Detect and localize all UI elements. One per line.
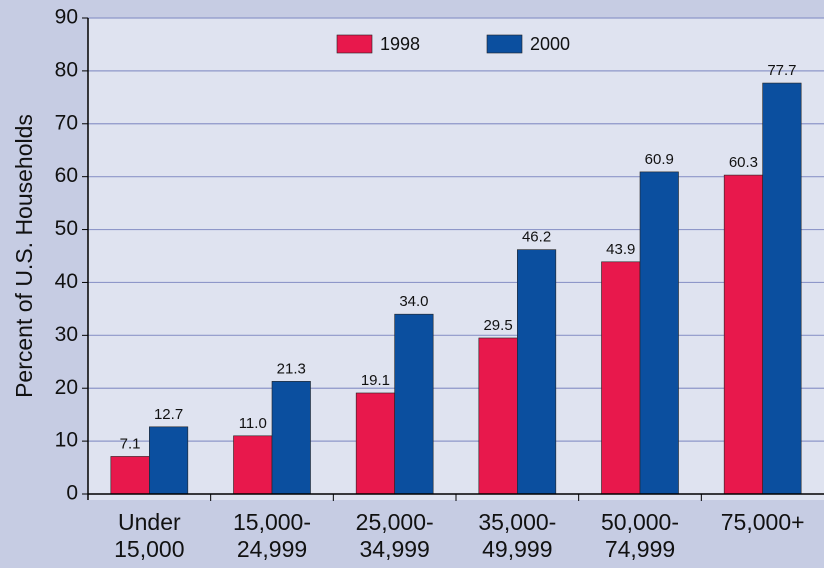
value-label: 34.0	[399, 293, 428, 310]
value-label: 43.9	[606, 241, 635, 258]
x-tick-label-line: 24,999	[237, 536, 307, 562]
x-tick-label-line: 15,000-	[233, 509, 311, 535]
bar	[149, 426, 189, 495]
x-tick-label: 35,000-49,999	[478, 509, 556, 562]
y-axis-label: Percent of U.S. Households	[11, 114, 37, 398]
bar	[271, 381, 311, 495]
bar	[233, 435, 273, 495]
x-tick-label-line: Under	[118, 509, 181, 535]
bar	[639, 171, 679, 495]
y-tick-label: 20	[55, 376, 78, 399]
bar	[478, 337, 518, 495]
x-tick-label-line: 75,000+	[721, 509, 805, 535]
x-tick-label: Under 15,000	[114, 509, 184, 562]
x-tick-label: 50,000-74,999	[601, 509, 679, 562]
y-tick-label: 50	[55, 217, 78, 240]
x-tick-label-line: 34,999	[359, 536, 429, 562]
value-label: 77.7	[767, 62, 796, 79]
value-label: 11.0	[239, 415, 267, 432]
x-tick-label-line: 35,000-	[478, 509, 556, 535]
y-tick-label: 70	[55, 111, 78, 134]
x-tick-label: 15,000-24,999	[233, 509, 311, 562]
bar	[110, 456, 150, 495]
value-label: 46.2	[522, 229, 551, 246]
value-label: 19.1	[361, 372, 390, 389]
bar	[762, 82, 802, 495]
x-tick-label-line: 50,000-	[601, 509, 679, 535]
legend-label: 2000	[530, 34, 570, 54]
x-tick-label-line: 49,999	[482, 536, 552, 562]
value-label: 60.3	[729, 154, 758, 171]
value-label: 12.7	[154, 406, 183, 423]
value-label: 29.5	[483, 317, 512, 334]
bar	[355, 392, 395, 495]
y-tick-label: 10	[55, 429, 78, 452]
x-tick-label: 75,000+	[721, 509, 805, 535]
value-label: 60.9	[645, 151, 674, 168]
x-tick-label: 25,000-34,999	[356, 509, 434, 562]
legend-swatch	[486, 34, 523, 54]
value-label: 7.1	[120, 435, 141, 452]
legend-swatch	[336, 34, 373, 54]
bar	[394, 313, 434, 495]
y-tick-label: 90	[55, 6, 78, 29]
y-tick-label: 0	[66, 482, 78, 505]
y-tick-label: 40	[55, 270, 78, 293]
x-tick-label-line: 74,999	[605, 536, 675, 562]
y-tick-label: 60	[55, 164, 78, 187]
bar	[601, 261, 641, 495]
x-tick-label-line: 25,000-	[356, 509, 434, 535]
value-label: 21.3	[277, 360, 306, 377]
x-tick-label-line: 15,000	[114, 536, 184, 562]
plot-area	[88, 18, 824, 500]
legend-label: 1998	[380, 34, 420, 54]
bar	[517, 249, 557, 495]
y-tick-label: 80	[55, 58, 78, 81]
bar	[723, 174, 763, 495]
y-tick-label: 30	[55, 323, 78, 346]
